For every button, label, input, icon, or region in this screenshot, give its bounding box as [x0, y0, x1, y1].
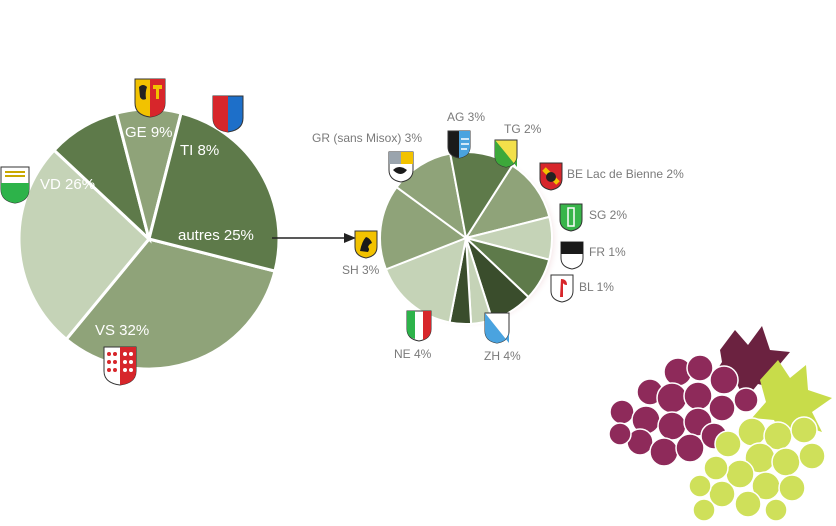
pie-slice-vs	[64, 237, 277, 371]
arrow	[272, 233, 356, 243]
slice-label-gr: GR (sans Misox) 3%	[312, 131, 422, 145]
grape-berry-icon	[692, 498, 716, 522]
gr-coat-of-arms-icon	[388, 151, 414, 183]
green-grape-bunch	[688, 416, 826, 522]
ti-coat-of-arms-icon	[212, 95, 244, 133]
pie-slice-ne	[379, 185, 469, 271]
grape-berry-icon	[798, 442, 826, 470]
slice-label-zh: ZH 4%	[484, 349, 521, 363]
slice-label-autres: autres 25%	[178, 227, 254, 244]
slice-label-be: BE Lac de Bienne 2%	[567, 167, 684, 181]
ge-coat-of-arms-icon	[134, 78, 166, 118]
slice-label-ti: TI 8%	[180, 142, 219, 159]
grape-berry-icon	[778, 474, 806, 502]
pie-slice-ag	[463, 164, 551, 240]
grape-berry-icon	[771, 447, 801, 477]
pie-slice-sh	[395, 152, 468, 241]
pie-slice-autres	[147, 111, 281, 273]
grape-berry-icon	[734, 490, 762, 518]
main-pie	[17, 107, 281, 371]
slice-label-vs: VS 32%	[95, 322, 149, 339]
grape-berry-icon	[703, 455, 729, 481]
grape-berry-icon	[686, 354, 714, 382]
slice-label-bl: BL 1%	[579, 280, 614, 294]
ne-coat-of-arms-icon	[406, 310, 432, 342]
grape-berry-icon	[708, 480, 736, 508]
grape-berry-icon	[790, 416, 818, 444]
ag-coat-of-arms-icon	[447, 130, 471, 159]
grape-berry-icon	[764, 498, 788, 522]
vd-coat-of-arms-icon	[0, 166, 30, 204]
grape-berry-icon	[608, 422, 632, 446]
grape-berry-icon	[737, 417, 767, 447]
slice-label-vd: VD 26%	[40, 176, 95, 193]
slice-label-ge: GE 9%	[125, 124, 173, 141]
zh-coat-of-arms-icon	[484, 312, 510, 344]
slice-label-sh: SH 3%	[342, 263, 380, 277]
slice-label-sg: SG 2%	[589, 208, 627, 222]
tg-coat-of-arms-icon	[494, 139, 518, 168]
grape-berry-icon	[714, 430, 742, 458]
pie-slice-vd	[17, 148, 152, 342]
coat-of-arms-icons	[0, 78, 584, 386]
small-pie-labels: AG 3% TG 2% BE Lac de Bienne 2% SG 2% FR…	[312, 110, 684, 363]
grape-berry-icon	[733, 387, 759, 413]
slice-label-ne: NE 4%	[394, 347, 432, 361]
grape-berry-icon	[688, 474, 712, 498]
grape-berry-icon	[708, 394, 736, 422]
bl-coat-of-arms-icon	[550, 274, 574, 303]
grape-berry-icon	[656, 382, 688, 414]
grapes-illustration	[608, 326, 832, 522]
main-pie-labels: VS 32% VD 26% GE 9% TI 8% autres 25%	[40, 124, 254, 339]
small-pie	[379, 151, 553, 326]
slice-label-fr: FR 1%	[589, 245, 626, 259]
sh-coat-of-arms-icon	[354, 230, 378, 259]
slice-label-tg: TG 2%	[504, 122, 542, 136]
vs-coat-of-arms-icon	[103, 346, 137, 386]
grape-berry-icon	[683, 381, 713, 411]
pie-slice-zh	[384, 236, 468, 324]
grape-berry-icon	[709, 365, 739, 395]
sg-coat-of-arms-icon	[559, 203, 583, 232]
grape-berry-icon	[675, 433, 705, 463]
fr-coat-of-arms-icon	[560, 241, 584, 270]
grape-berry-icon	[609, 399, 635, 425]
grape-berry-icon	[649, 437, 679, 467]
be-coat-of-arms-icon	[539, 162, 563, 191]
red-grape-bunch	[608, 354, 759, 467]
slice-label-ag: AG 3%	[447, 110, 485, 124]
